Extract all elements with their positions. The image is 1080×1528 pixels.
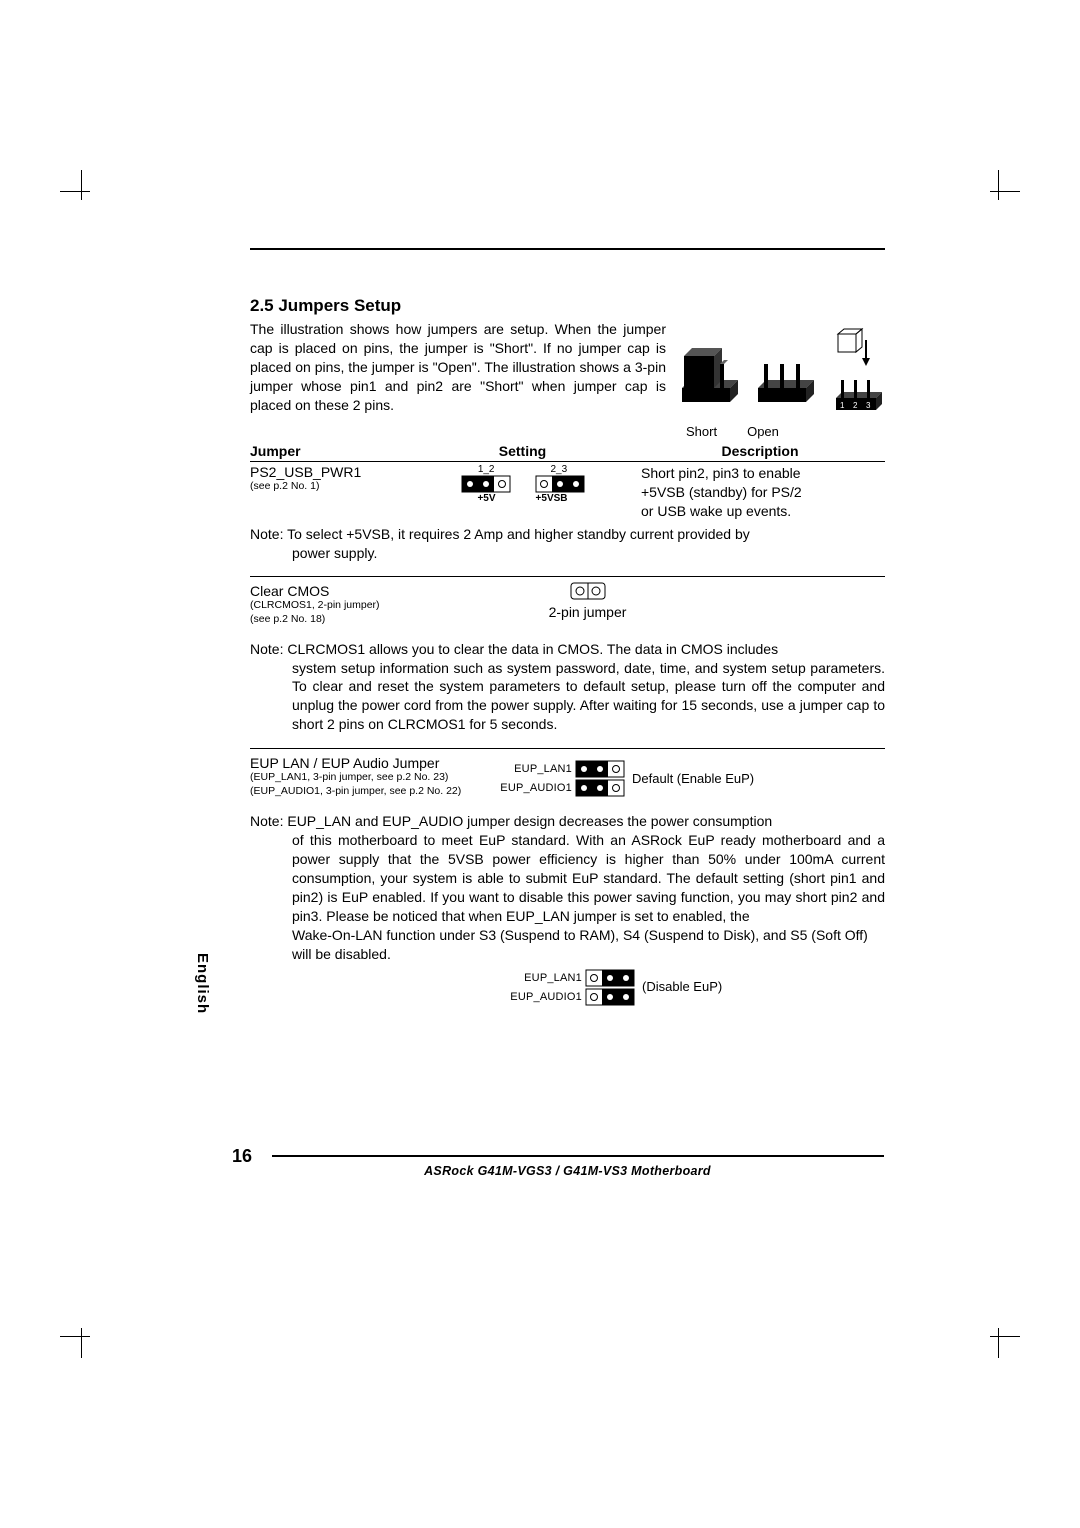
intro-paragraph: The illustration shows how jumpers are s… [250, 320, 666, 439]
eup-audio-label: EUP_AUDIO1 [480, 782, 572, 794]
eup-title: EUP LAN / EUP Audio Jumper [250, 755, 480, 771]
eup-disable-desc: (Disable EuP) [638, 979, 722, 994]
th-description: Description [635, 443, 885, 459]
jumper-diagram-5vsb [536, 476, 584, 492]
desc-line-2: +5VSB (standby) for PS/2 [641, 483, 885, 502]
crop-mark-br [976, 1314, 1020, 1358]
eup-lan-disable-icon [586, 970, 634, 986]
desc-line-1: Short pin2, pin3 to enable [641, 464, 885, 483]
illus-label-short: Short [686, 424, 717, 439]
jumper-illustration: 1 2 3 Short Open [680, 320, 885, 439]
crop-mark-tr [976, 170, 1020, 214]
top-rule [250, 248, 885, 250]
footer-text: ASRock G41M-VGS3 / G41M-VS3 Motherboard [250, 1164, 885, 1178]
section-title: 2.5 Jumpers Setup [250, 296, 885, 316]
svg-text:2: 2 [853, 401, 858, 410]
note-1: Note: To select +5VSB, it requires 2 Amp… [250, 525, 885, 563]
page-content: 2.5 Jumpers Setup The illustration shows… [250, 248, 885, 1005]
footer-rule [272, 1155, 884, 1157]
language-label: English [194, 953, 211, 1014]
intro-row: The illustration shows how jumpers are s… [250, 320, 885, 439]
eup-lan-default-icon [576, 761, 624, 777]
eup-audio-disable-icon [586, 989, 634, 1005]
crop-mark-tl [60, 170, 104, 214]
table-header-row: Jumper Setting Description [250, 443, 885, 462]
eup-block: EUP LAN / EUP Audio Jumper (EUP_LAN1, 3-… [250, 749, 885, 798]
table-row: PS2_USB_PWR1 (see p.2 No. 1) 1_2 2_3 [250, 462, 885, 521]
eup-lan-label: EUP_LAN1 [480, 763, 572, 775]
vlabel-5v: +5V [477, 493, 495, 504]
note-3: Note: EUP_LAN and EUP_AUDIO jumper desig… [250, 812, 885, 963]
jumper-diagram-2pin [571, 583, 605, 599]
eup-default-desc: Default (Enable EuP) [628, 771, 754, 786]
eup-sub1: (EUP_LAN1, 3-pin jumper, see p.2 No. 23) [250, 771, 480, 785]
eup-audio-default-icon [576, 780, 624, 796]
crop-mark-bl [60, 1314, 104, 1358]
pin-label-b: 2_3 [551, 464, 568, 475]
jumper-name: PS2_USB_PWR1 [250, 464, 410, 480]
svg-text:1: 1 [840, 401, 845, 410]
cmos-sub1: (CLRCMOS1, 2-pin jumper) [250, 599, 470, 612]
jumper-ref: (see p.2 No. 1) [250, 480, 410, 493]
eup-sub2: (EUP_AUDIO1, 3-pin jumper, see p.2 No. 2… [250, 785, 480, 799]
cmos-title: Clear CMOS [250, 583, 470, 599]
vlabel-5vsb: +5VSB [536, 493, 568, 504]
jumper-diagram-5v [462, 476, 510, 492]
desc-line-3: or USB wake up events. [641, 502, 885, 521]
illus-label-open: Open [747, 424, 779, 439]
jumper-table: Jumper Setting Description PS2_USB_PWR1 … [250, 443, 885, 521]
th-setting: Setting [410, 443, 635, 459]
note-2: Note: CLRCMOS1 allows you to clear the d… [250, 640, 885, 734]
jumper-3d-illus: 1 2 3 [680, 334, 885, 422]
cmos-sub2: (see p.2 No. 18) [250, 613, 470, 626]
pin-label-a: 1_2 [478, 464, 495, 475]
svg-text:3: 3 [866, 401, 871, 410]
th-jumper: Jumper [250, 443, 410, 459]
cmos-row: Clear CMOS (CLRCMOS1, 2-pin jumper) (see… [250, 577, 885, 625]
eup-audio-label-2: EUP_AUDIO1 [490, 991, 582, 1003]
cmos-caption: 2-pin jumper [470, 604, 705, 620]
eup-lan-label-2: EUP_LAN1 [490, 972, 582, 984]
